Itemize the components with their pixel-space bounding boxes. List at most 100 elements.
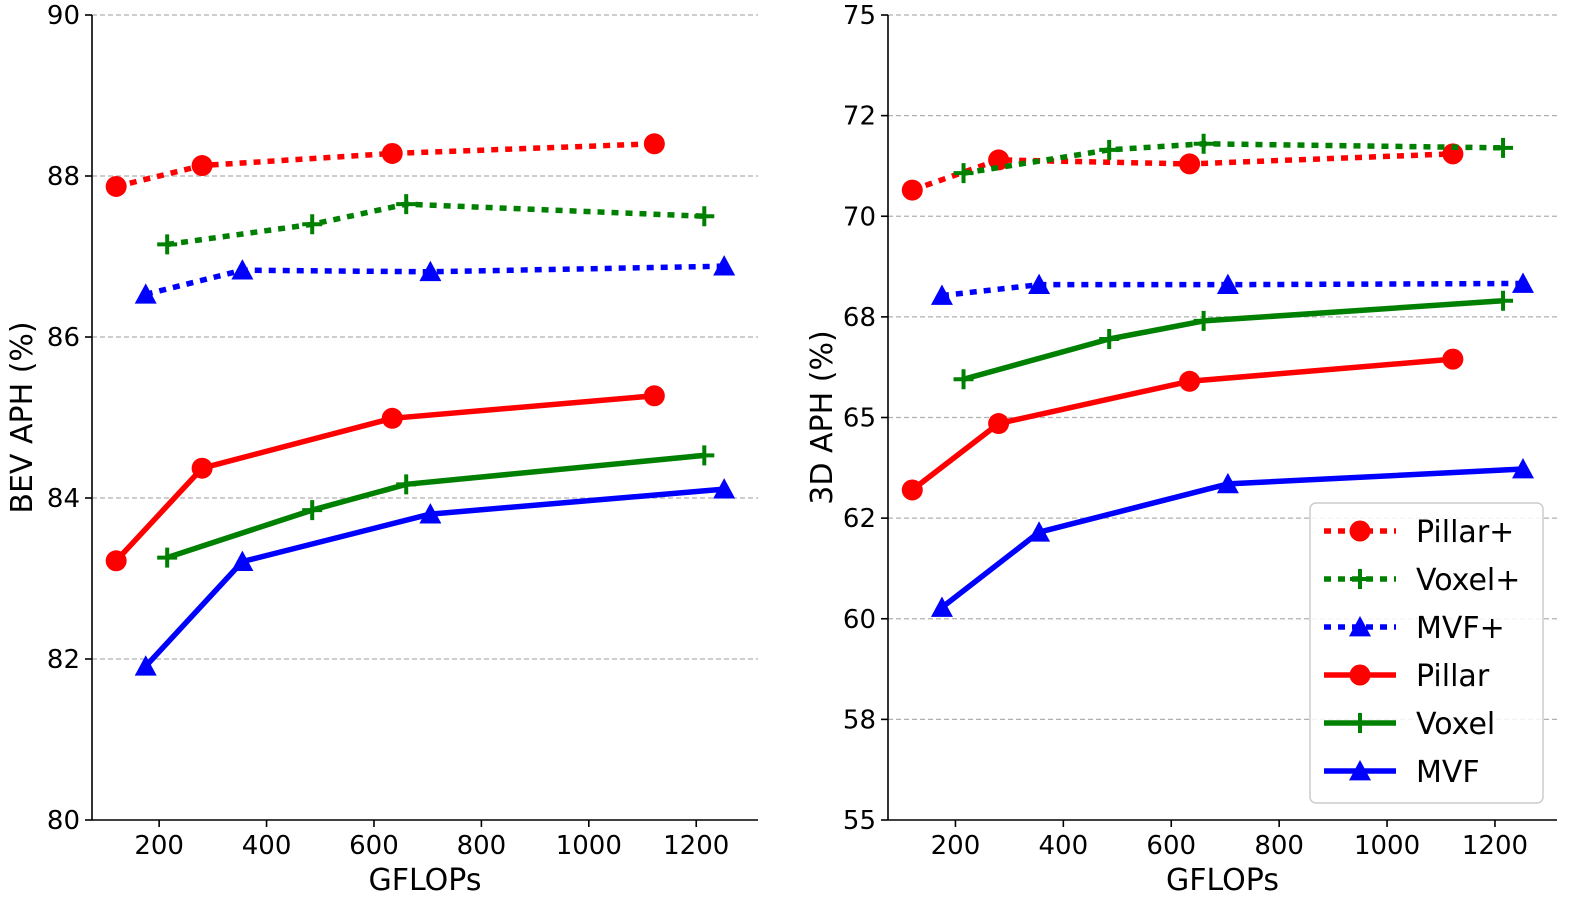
data-point xyxy=(302,214,323,235)
data-point xyxy=(419,503,442,524)
data-point xyxy=(1099,329,1120,350)
y-tick-label: 80 xyxy=(47,806,80,836)
legend-marker xyxy=(1350,713,1370,733)
x-tick-label: 200 xyxy=(134,831,184,861)
series-line xyxy=(963,141,1504,176)
data-point xyxy=(231,259,254,280)
x-tick-label: 400 xyxy=(242,831,292,861)
series-voxel xyxy=(953,290,1514,390)
data-point xyxy=(901,179,923,201)
series-mvf xyxy=(930,458,1535,617)
y-tick-label: 72 xyxy=(843,102,876,132)
y-tick-label: 90 xyxy=(47,1,80,31)
legend-entry-mvf-plus: MVF+ xyxy=(1324,611,1505,646)
legend-entry-mvf: MVF xyxy=(1324,755,1480,790)
legend-label: MVF xyxy=(1416,755,1480,790)
series-voxel-plus xyxy=(953,133,1514,184)
series-line xyxy=(910,356,1454,493)
y-axis-label: 3D APH (%) xyxy=(805,330,840,504)
series-line xyxy=(166,201,705,248)
series-line xyxy=(115,141,655,190)
legend-label: Pillar+ xyxy=(1416,515,1514,550)
x-tick-label: 600 xyxy=(1146,831,1196,861)
y-tick-label: 86 xyxy=(47,323,80,353)
data-point xyxy=(1512,458,1535,479)
data-point xyxy=(643,133,665,155)
data-point xyxy=(419,260,442,282)
data-point xyxy=(901,479,923,501)
legend-label: Pillar xyxy=(1416,659,1490,694)
data-point xyxy=(1099,139,1120,160)
x-tick-label: 600 xyxy=(349,831,399,861)
series-line xyxy=(962,298,1504,382)
data-point xyxy=(191,155,213,177)
legend-marker xyxy=(1349,664,1371,686)
series-line xyxy=(940,466,1524,610)
y-tick-label: 70 xyxy=(843,202,876,232)
data-point xyxy=(694,445,715,466)
x-tick-label: 1200 xyxy=(1462,831,1528,861)
series-mvf-plus xyxy=(134,255,736,304)
data-point xyxy=(1216,472,1239,494)
data-point xyxy=(396,474,417,495)
y-tick-label: 84 xyxy=(47,484,80,514)
data-point xyxy=(988,413,1010,435)
data-point xyxy=(1493,137,1514,158)
series-line xyxy=(166,452,705,561)
data-point xyxy=(396,194,417,215)
data-point xyxy=(1493,290,1514,311)
data-point xyxy=(953,163,974,184)
x-tick-label: 200 xyxy=(931,831,981,861)
y-tick-label: 65 xyxy=(843,404,876,434)
data-point xyxy=(157,234,178,255)
data-point xyxy=(713,478,736,499)
y-tick-label: 55 xyxy=(843,806,876,836)
x-tick-label: 1000 xyxy=(1354,831,1420,861)
data-point xyxy=(1216,273,1239,295)
data-point xyxy=(643,385,665,407)
data-point xyxy=(713,255,736,276)
legend-marker xyxy=(1349,520,1371,542)
data-point xyxy=(105,550,127,572)
data-point xyxy=(105,175,127,197)
data-point xyxy=(191,457,213,479)
series-pillar xyxy=(901,348,1464,501)
series-pillar-plus xyxy=(901,143,1464,201)
x-tick-label: 800 xyxy=(457,831,507,861)
data-point xyxy=(157,547,178,568)
x-axis-label: GFLOPs xyxy=(369,863,482,898)
legend-entry-voxel-plus: Voxel+ xyxy=(1324,563,1520,598)
legend-marker xyxy=(1349,760,1371,781)
data-point xyxy=(1028,521,1051,542)
data-point xyxy=(134,655,157,676)
series-voxel-plus xyxy=(157,194,715,255)
data-point xyxy=(1028,273,1051,295)
legend-marker xyxy=(1350,569,1370,589)
x-tick-label: 1200 xyxy=(663,831,729,861)
series-line xyxy=(941,280,1524,299)
data-point xyxy=(930,596,953,617)
series-mvf xyxy=(134,478,736,676)
chart-1: 80 82 84 86 88 90 200 400 600 800 1000 1200 GFLOPs BE… xyxy=(5,1,758,898)
series-pillar xyxy=(105,385,665,572)
x-tick-label: 1000 xyxy=(556,831,622,861)
data-point xyxy=(988,149,1010,171)
data-point xyxy=(1193,310,1214,331)
y-tick-label: 68 xyxy=(843,303,876,333)
legend-entry-pillar-plus: Pillar+ xyxy=(1324,515,1514,550)
data-point xyxy=(1442,348,1464,370)
data-point xyxy=(1179,370,1201,392)
y-axis-label: BEV APH (%) xyxy=(5,321,40,513)
y-tick-label: 75 xyxy=(843,1,876,31)
data-point xyxy=(1179,153,1201,175)
series-line xyxy=(114,393,655,563)
legend: Pillar+ Voxel+ MVF+ Pillar Voxel MVF xyxy=(1309,502,1544,804)
data-point xyxy=(694,206,715,227)
y-tick-label: 82 xyxy=(47,645,80,675)
series-line xyxy=(143,486,725,669)
data-point xyxy=(302,500,323,521)
x-tick-label: 400 xyxy=(1039,831,1089,861)
y-tick-label: 60 xyxy=(843,605,876,635)
data-point xyxy=(1193,133,1214,154)
chart-2: 55 58 60 62 65 68 70 72 75 200 400 600 800 1000 1200 GF… xyxy=(805,1,1557,898)
